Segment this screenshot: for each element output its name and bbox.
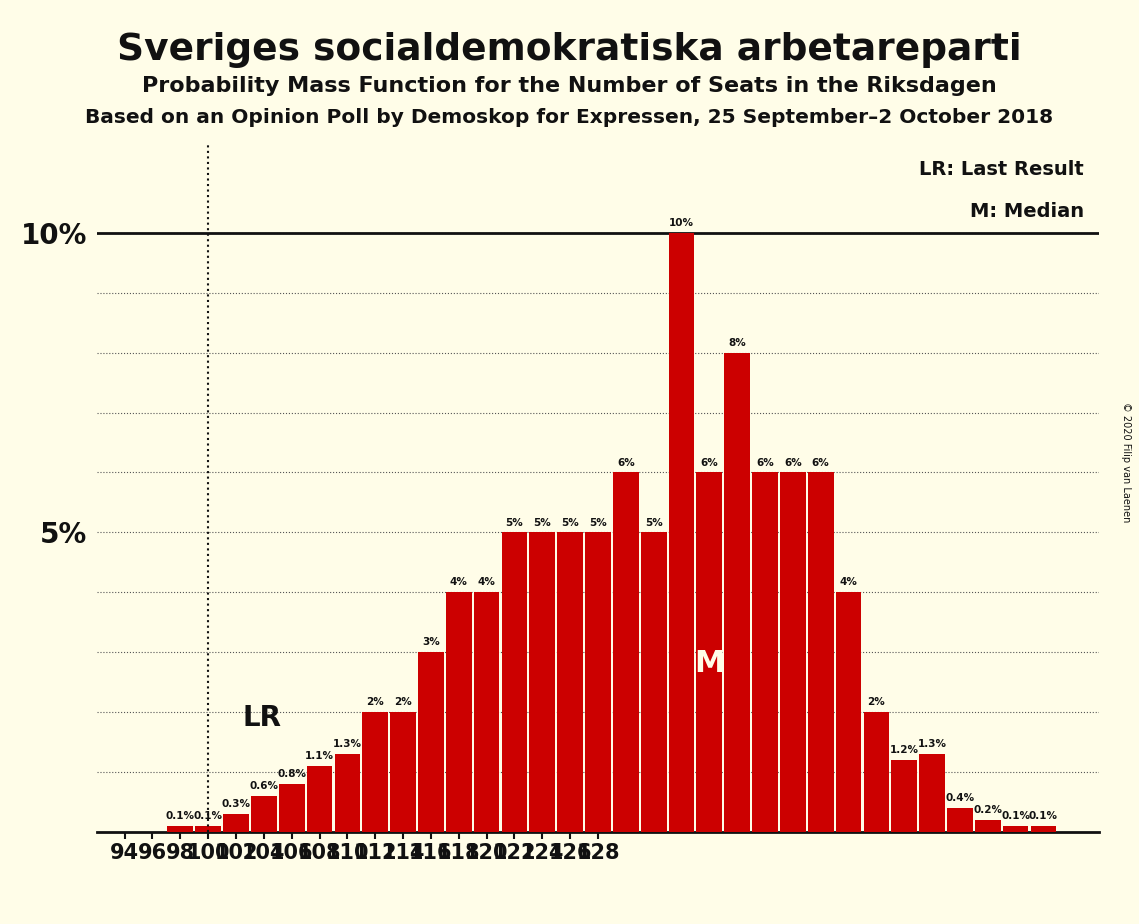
Text: 2%: 2% (394, 697, 412, 707)
Bar (501, 532, 527, 832)
Text: M: M (694, 650, 724, 678)
Text: 1.1%: 1.1% (305, 751, 334, 761)
Bar (752, 472, 778, 832)
Text: LR: LR (243, 704, 282, 732)
Bar (418, 652, 444, 832)
Text: M: Median: M: Median (970, 201, 1084, 221)
Bar (335, 754, 360, 832)
Text: 6%: 6% (700, 457, 719, 468)
Bar (1002, 826, 1029, 832)
Text: 2%: 2% (868, 697, 885, 707)
Bar (557, 532, 583, 832)
Bar (195, 826, 221, 832)
Text: 0.8%: 0.8% (277, 769, 306, 779)
Text: 0.1%: 0.1% (1029, 811, 1058, 821)
Bar (362, 711, 388, 832)
Text: 0.3%: 0.3% (221, 799, 251, 808)
Text: 5%: 5% (562, 517, 579, 528)
Text: 4%: 4% (839, 578, 858, 588)
Text: 0.1%: 0.1% (166, 811, 195, 821)
Bar (947, 808, 973, 832)
Bar (585, 532, 611, 832)
Bar (279, 784, 304, 832)
Text: 2%: 2% (367, 697, 384, 707)
Text: © 2020 Filip van Laenen: © 2020 Filip van Laenen (1121, 402, 1131, 522)
Bar (975, 820, 1001, 832)
Text: 6%: 6% (756, 457, 773, 468)
Bar (391, 711, 416, 832)
Text: 5%: 5% (533, 517, 551, 528)
Bar (1031, 826, 1056, 832)
Text: 1.3%: 1.3% (333, 739, 362, 749)
Bar (251, 796, 277, 832)
Text: 4%: 4% (477, 578, 495, 588)
Text: 0.4%: 0.4% (945, 793, 975, 803)
Text: 5%: 5% (589, 517, 607, 528)
Text: 6%: 6% (617, 457, 634, 468)
Bar (724, 353, 751, 832)
Text: Based on an Opinion Poll by Demoskop for Expressen, 25 September–2 October 2018: Based on an Opinion Poll by Demoskop for… (85, 108, 1054, 128)
Text: 4%: 4% (450, 578, 468, 588)
Text: 0.1%: 0.1% (194, 811, 223, 821)
Text: 10%: 10% (669, 218, 694, 228)
Bar (919, 754, 945, 832)
Bar (167, 826, 194, 832)
Text: 1.2%: 1.2% (890, 745, 919, 755)
Text: 5%: 5% (645, 517, 663, 528)
Text: 3%: 3% (423, 638, 440, 647)
Bar (530, 532, 555, 832)
Text: Probability Mass Function for the Number of Seats in the Riksdagen: Probability Mass Function for the Number… (142, 76, 997, 96)
Bar (836, 592, 861, 832)
Bar (306, 766, 333, 832)
Bar (445, 592, 472, 832)
Text: 6%: 6% (812, 457, 829, 468)
Bar (808, 472, 834, 832)
Text: 8%: 8% (728, 338, 746, 348)
Bar (780, 472, 805, 832)
Bar (223, 814, 249, 832)
Text: LR: Last Result: LR: Last Result (919, 161, 1084, 179)
Bar (474, 592, 500, 832)
Text: Sveriges socialdemokratiska arbetareparti: Sveriges socialdemokratiska arbetarepart… (117, 32, 1022, 68)
Bar (613, 472, 639, 832)
Text: 5%: 5% (506, 517, 523, 528)
Bar (863, 711, 890, 832)
Bar (892, 760, 917, 832)
Text: 1.3%: 1.3% (918, 739, 947, 749)
Text: 0.1%: 0.1% (1001, 811, 1030, 821)
Bar (669, 233, 695, 832)
Bar (696, 472, 722, 832)
Text: 6%: 6% (784, 457, 802, 468)
Bar (641, 532, 666, 832)
Text: 0.6%: 0.6% (249, 781, 278, 791)
Text: 0.2%: 0.2% (973, 805, 1002, 815)
